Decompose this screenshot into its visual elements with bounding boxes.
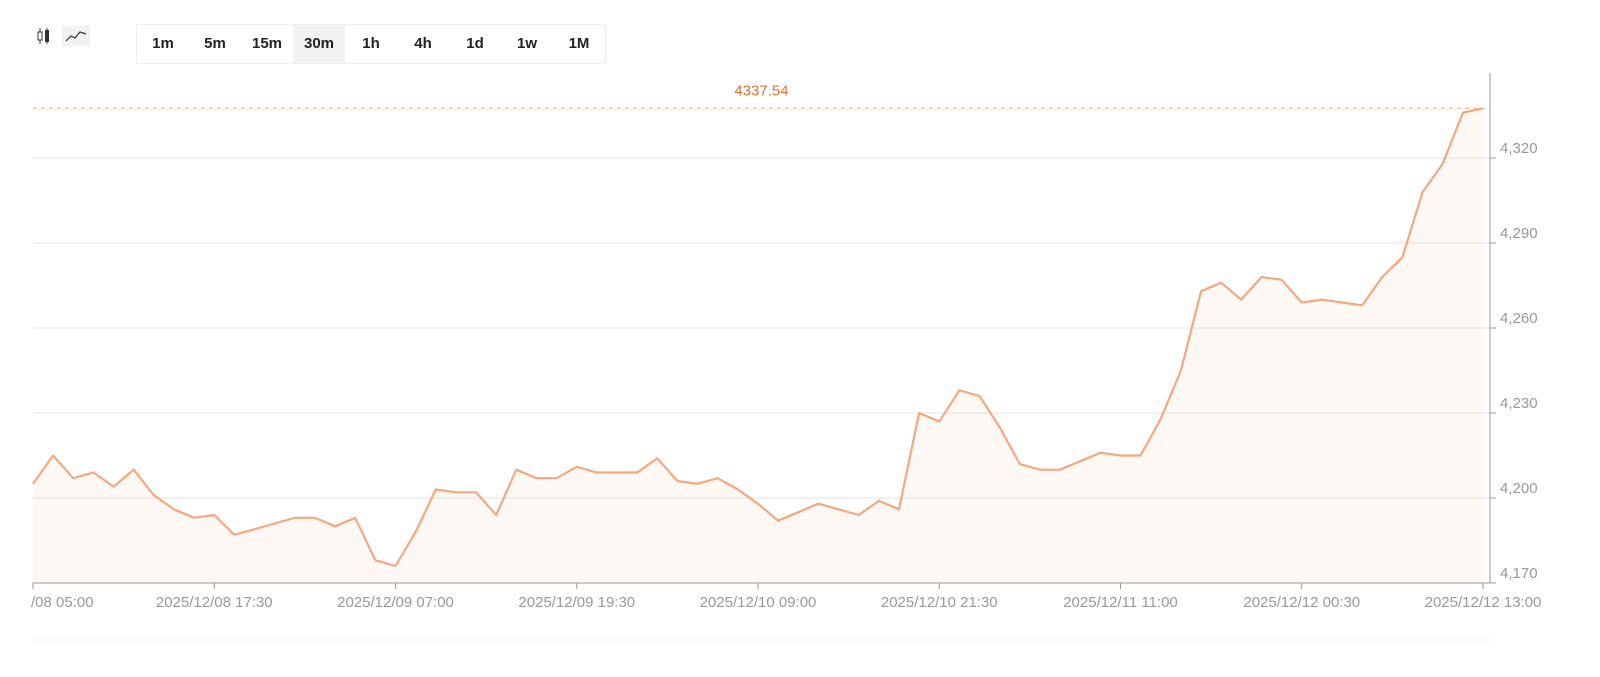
x-tick-label: 2025/12/12 00:30 xyxy=(1243,594,1360,611)
y-tick-label: 4,200 xyxy=(1500,480,1538,497)
timeframe-button[interactable]: 4h xyxy=(414,35,432,52)
timeframe-button[interactable]: 1m xyxy=(152,35,174,52)
y-tick-label: 4,290 xyxy=(1500,225,1538,242)
y-tick-label: 4,260 xyxy=(1500,310,1538,327)
timeframe-button[interactable]: 1M xyxy=(568,35,590,52)
x-tick-label: 2025/12/11 11:00 xyxy=(1063,594,1178,611)
price-line xyxy=(32,107,1484,568)
x-tick-label: 2025/12/09 19:30 xyxy=(518,594,635,611)
timeframe-button[interactable]: 15m xyxy=(251,35,283,52)
timeframe-button[interactable]: 1w xyxy=(516,35,537,52)
x-tick-label: 2025/12/10 09:00 xyxy=(700,594,817,611)
candle-icon[interactable] xyxy=(37,28,49,44)
x-tick-label: 2025/12/09 07:00 xyxy=(337,594,454,611)
last-price-label: 4337.54 xyxy=(734,82,788,99)
line-icon[interactable] xyxy=(62,26,90,46)
x-tick-label: /08 05:00 xyxy=(31,594,94,611)
y-tick-label: 4,230 xyxy=(1500,395,1538,412)
y-tick-label: 4,320 xyxy=(1500,140,1538,157)
area-fill xyxy=(33,108,1483,584)
x-tick-label: 2025/12/08 17:30 xyxy=(156,594,273,611)
timeframe-button[interactable]: 1h xyxy=(362,35,380,52)
timeframe-bar: 1m 5m 15m 30m 1h 4h 1d 1w 1M xyxy=(136,24,606,64)
timeframe-button[interactable]: 30m xyxy=(293,25,345,63)
timeframe-button[interactable]: 5m xyxy=(204,35,226,52)
timeframe-button[interactable]: 1d xyxy=(466,35,484,52)
x-tick-label: 2025/12/12 13:00 xyxy=(1425,594,1542,611)
y-tick-label: 4,170 xyxy=(1500,565,1538,582)
x-tick-label: 2025/12/10 21:30 xyxy=(881,594,998,611)
chart-type-icons xyxy=(37,26,90,46)
